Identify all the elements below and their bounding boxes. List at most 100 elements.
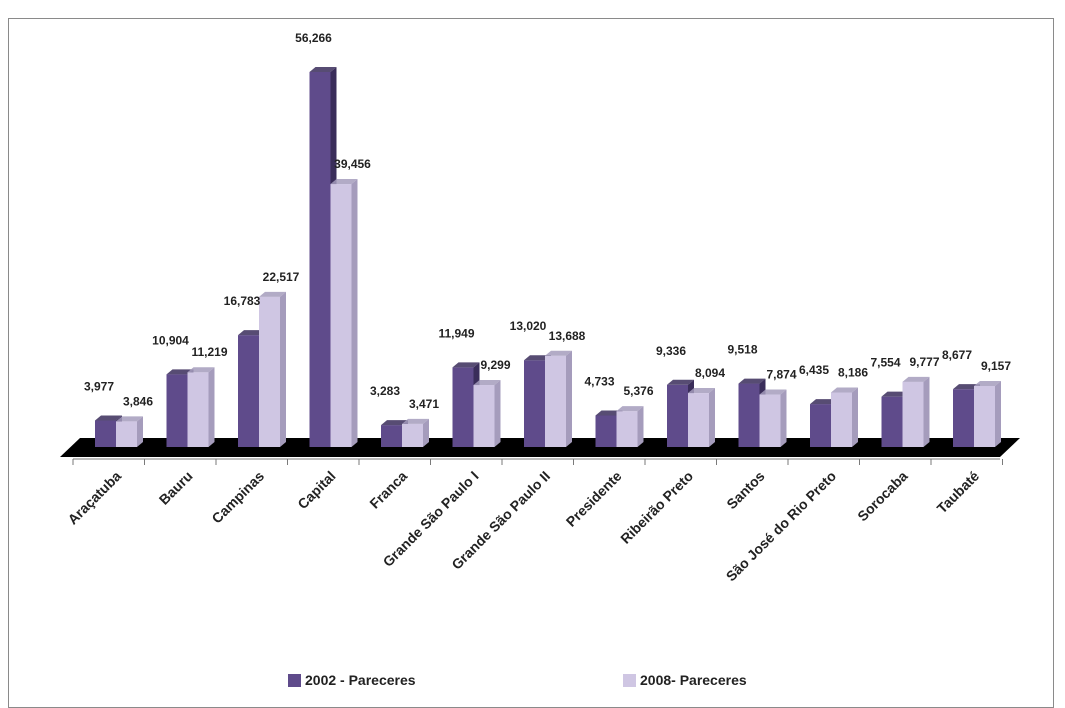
data-label-2002: 11,949 xyxy=(438,326,474,340)
bar-2008-top xyxy=(545,350,572,356)
bar-2008-front xyxy=(473,385,495,447)
data-label-2002: 56,266 xyxy=(295,31,332,45)
bar-2002-front xyxy=(595,415,617,447)
bar-2002-front xyxy=(166,374,188,447)
data-label-2002: 3,977 xyxy=(84,379,114,393)
bar-2008-side xyxy=(995,380,1001,447)
bar-2002-top xyxy=(738,378,766,384)
data-label-2008: 3,471 xyxy=(409,397,439,411)
data-label-2008: 9,777 xyxy=(909,355,939,369)
legend-item-2002: 2002 - Pareceres xyxy=(288,672,416,688)
bar-2008-side xyxy=(637,406,644,447)
bar-2008-front xyxy=(259,296,280,447)
bar-2008-side xyxy=(780,389,787,447)
bar-2008-side xyxy=(351,179,358,448)
data-label-2008: 3,846 xyxy=(123,394,153,408)
data-label-2002: 9,336 xyxy=(656,344,686,358)
data-label-2002: 9,518 xyxy=(727,343,757,357)
x-tick-label: Ribeirão Preto xyxy=(617,468,696,547)
bar-2008-front xyxy=(402,423,423,447)
bar-2002-top xyxy=(238,330,265,336)
bar-2008-front xyxy=(616,411,638,447)
bar-2002-top xyxy=(166,369,194,375)
bar-2008-side xyxy=(709,388,715,447)
bar-2008-front xyxy=(974,385,995,447)
data-label-2002: 3,283 xyxy=(370,384,400,398)
bar-2002-front xyxy=(95,420,116,447)
bar-2002-front xyxy=(881,396,903,447)
bar-2002-top xyxy=(953,384,980,390)
bar-2008-front xyxy=(330,184,352,448)
data-label-2008: 8,094 xyxy=(695,366,725,380)
bar-2008-top xyxy=(688,388,715,394)
bar-2008-top xyxy=(187,367,215,373)
bar-2002-front xyxy=(238,335,259,447)
data-label-2008: 13,688 xyxy=(549,329,586,343)
data-label-2008: 22,517 xyxy=(263,270,300,284)
bar-2008-top xyxy=(330,179,358,185)
bar-2008-front xyxy=(545,355,566,447)
bar-2008-top xyxy=(616,406,644,412)
legend-swatch-2008 xyxy=(623,673,636,687)
bar-2008-top xyxy=(974,380,1001,386)
bar-2008-side xyxy=(208,367,215,447)
legend-label-2002: 2002 - Pareceres xyxy=(305,672,416,688)
data-label-2008: 5,376 xyxy=(623,384,653,398)
data-label-2008: 9,157 xyxy=(981,359,1011,373)
data-label-2002: 6,435 xyxy=(799,363,829,377)
data-label-2008: 11,219 xyxy=(191,345,227,359)
bar-2008-top xyxy=(116,416,143,422)
bar-2008-top xyxy=(902,376,930,382)
bar-2008-front xyxy=(116,421,137,447)
bar-2002-top xyxy=(309,67,337,72)
x-tick-label: Franca xyxy=(366,468,410,512)
bar-2002-top xyxy=(667,379,694,385)
bar-2008-top xyxy=(473,380,501,386)
bar-2008-top xyxy=(759,389,787,395)
bar-2008-top xyxy=(402,418,429,424)
legend-item-2008: 2008- Pareceres xyxy=(623,672,747,688)
bar-2008-top xyxy=(831,387,858,393)
data-label-2008: 8,186 xyxy=(838,365,868,379)
bar-2002-front xyxy=(452,367,474,447)
bar-2002-top xyxy=(95,415,122,421)
bar-2008-side xyxy=(494,380,501,447)
bar-2008-front xyxy=(831,392,852,447)
data-label-2002: 7,554 xyxy=(870,356,900,370)
bar-2008-side xyxy=(566,350,572,447)
x-tick-label: Bauru xyxy=(156,468,196,508)
bar-2002-front xyxy=(810,404,831,447)
bar-2002-top xyxy=(881,391,909,397)
bar-2008-front xyxy=(688,393,709,447)
legend-label-2008: 2008- Pareceres xyxy=(640,672,747,688)
bar-2008-side xyxy=(280,291,286,447)
x-tick-label: Presidente xyxy=(563,468,625,530)
bar-2008-front xyxy=(759,394,781,447)
bar-2008-side xyxy=(852,387,858,447)
x-tick-label: Santos xyxy=(723,468,767,512)
bar-2002-top xyxy=(452,362,480,368)
bar-2002-front xyxy=(953,389,974,447)
bar-2008-top xyxy=(259,291,286,297)
x-tick-label: Sorocaba xyxy=(854,468,911,525)
bar-2002-front xyxy=(309,72,331,447)
bar-2002-front xyxy=(381,425,402,447)
bar-2002-top xyxy=(381,420,408,426)
x-tick-label: Araçatuba xyxy=(64,468,124,528)
legend-swatch-2002 xyxy=(288,673,301,687)
bar-2002-top xyxy=(524,355,551,361)
data-label-2008: 9,299 xyxy=(480,358,510,372)
bar-2008-side xyxy=(923,376,930,447)
x-tick-label: Capital xyxy=(294,468,338,512)
bar-2008-side xyxy=(423,418,429,447)
bar-2008-front xyxy=(902,381,924,447)
data-label-2008: 7,874 xyxy=(766,368,796,382)
data-label-2002: 10,904 xyxy=(152,333,189,347)
bar-2002-front xyxy=(738,383,760,447)
x-tick-label: Taubaté xyxy=(934,468,983,517)
data-label-2002: 8,677 xyxy=(942,348,972,362)
bar-2002-front xyxy=(524,360,545,447)
bar-2002-front xyxy=(667,384,688,447)
bar-2008-side xyxy=(137,416,143,447)
